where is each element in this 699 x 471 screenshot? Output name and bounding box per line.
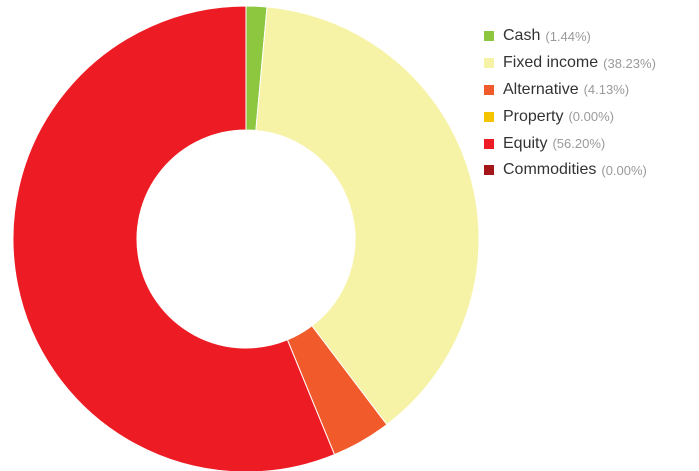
legend-percentage: (1.44%) — [545, 28, 591, 44]
legend-item-alternative[interactable]: Alternative (4.13%) — [484, 77, 656, 104]
legend-item-fixed-income[interactable]: Fixed income (38.23%) — [484, 50, 656, 77]
legend-item-equity[interactable]: Equity (56.20%) — [484, 130, 656, 157]
legend-item-property[interactable]: Property (0.00%) — [484, 103, 656, 130]
chart-legend: Cash (1.44%) Fixed income (38.23%) Alter… — [484, 23, 656, 184]
donut-slice-fixed-income[interactable] — [255, 6, 480, 426]
legend-swatch — [484, 31, 494, 42]
legend-swatch — [484, 111, 494, 122]
donut-chart — [12, 5, 480, 471]
legend-percentage: (0.00%) — [568, 109, 614, 125]
legend-swatch — [484, 138, 494, 149]
legend-percentage: (56.20%) — [552, 136, 606, 152]
donut-slice-equity[interactable] — [12, 5, 336, 471]
legend-label: Cash — [503, 27, 541, 45]
legend-swatch — [484, 84, 494, 95]
legend-label: Commodities — [503, 161, 597, 179]
legend-percentage: (38.23%) — [603, 55, 656, 71]
legend-label: Fixed income — [503, 54, 599, 72]
legend-swatch — [484, 165, 494, 176]
legend-label: Alternative — [503, 80, 579, 98]
legend-swatch — [484, 58, 494, 69]
legend-item-commodities[interactable]: Commodities (0.00%) — [484, 157, 656, 184]
legend-label: Property — [503, 107, 564, 125]
legend-percentage: (0.00%) — [601, 162, 647, 178]
legend-label: Equity — [503, 134, 548, 152]
legend-percentage: (4.13%) — [583, 82, 630, 98]
legend-item-cash[interactable]: Cash (1.44%) — [484, 23, 656, 50]
